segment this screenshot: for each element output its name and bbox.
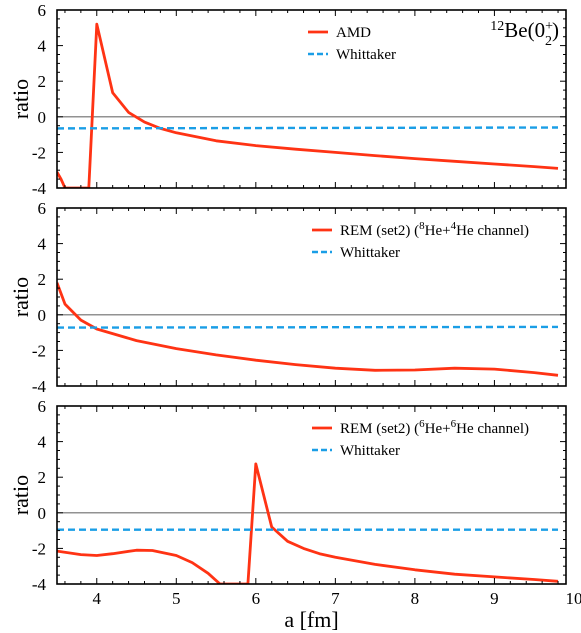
series-line-model: [57, 462, 559, 584]
legend-label: REM (set2) (6He+6He channel): [340, 418, 529, 437]
legend-label: Whittaker: [340, 245, 400, 261]
series-line-model: [57, 22, 559, 188]
y-tick-label: -4: [32, 575, 47, 594]
x-tick-label: 6: [252, 589, 261, 608]
y-tick-label: 4: [38, 235, 47, 254]
x-tick-label: 4: [93, 589, 102, 608]
y-axis-label: ratio: [8, 277, 33, 317]
y-tick-label: 6: [38, 199, 47, 218]
y-tick-label: 0: [38, 108, 47, 127]
x-tick-label: 7: [331, 589, 340, 608]
y-tick-label: 6: [38, 1, 47, 20]
y-tick-label: -2: [32, 539, 46, 558]
y-axis-label: ratio: [8, 475, 33, 515]
series-group: [57, 462, 559, 584]
x-axis-label: a [fm]: [284, 607, 338, 632]
y-tick-label: 2: [38, 468, 47, 487]
y-tick-label: 0: [38, 306, 47, 325]
legend-label: AMD: [336, 25, 371, 41]
plot-frame: [56, 9, 567, 189]
series-line-whittaker: [57, 126, 559, 130]
y-tick-label: 4: [38, 37, 47, 56]
legend-label: Whittaker: [340, 443, 400, 459]
x-tick-label: 5: [172, 589, 181, 608]
legend-label: Whittaker: [336, 47, 396, 63]
y-tick-label: -2: [32, 341, 46, 360]
legend-label: REM (set2) (8He+4He channel): [340, 220, 529, 239]
panel-2: 6 4 2 0 -2 -4 ratio REM (set2) (8He+4He channel…: [8, 199, 567, 396]
x-tick-label: 10: [565, 589, 581, 608]
y-tick-label: 0: [38, 504, 47, 523]
series-group: [57, 282, 559, 377]
series-group: [57, 22, 559, 188]
y-tick-label: 2: [38, 72, 47, 91]
y-axis-label: ratio: [8, 79, 33, 119]
x-tick-label: 9: [490, 589, 499, 608]
series-line-whittaker: [57, 325, 559, 329]
y-tick-label: -4: [32, 377, 47, 396]
panel-1: 6 4 2 0 -2 -4 ratio AMD Whittaker 12Be(0+ 2): [8, 1, 567, 198]
panel-3: 6 4 2 0 -2 -4 4 5 6 7 8 9 10 ratio a [fm] REM (set2) (6…: [8, 397, 581, 632]
y-tick-label: 2: [38, 270, 47, 289]
y-tick-label: -2: [32, 143, 46, 162]
y-tick-label: 6: [38, 397, 47, 416]
panel-annotation: 12Be(0+ 2): [490, 18, 559, 49]
y-tick-label: 4: [38, 433, 47, 452]
x-tick-label: 8: [411, 589, 420, 608]
y-tick-label: -4: [32, 179, 47, 198]
series-line-model: [57, 282, 559, 377]
